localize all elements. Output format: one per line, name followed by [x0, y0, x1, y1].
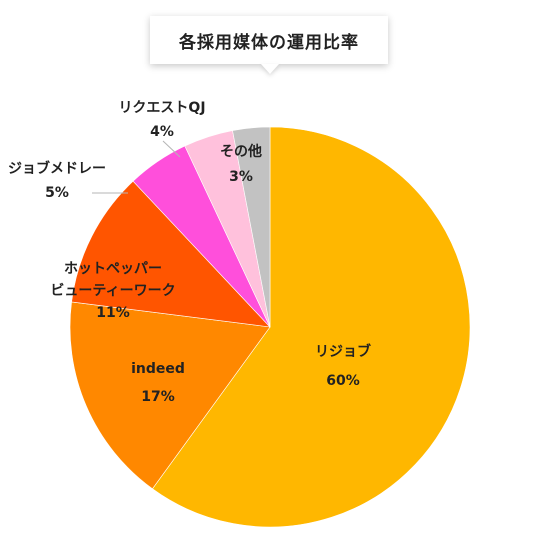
pie-slice-2	[71, 180, 271, 328]
pie-slice-1	[69, 301, 271, 490]
chart-title: 各採用媒体の運用比率	[150, 16, 388, 64]
slice-name-label: indeed	[131, 361, 185, 377]
leader-line	[162, 140, 181, 158]
title-pointer	[261, 64, 279, 74]
leader-lines	[92, 140, 181, 194]
slice-name-label: その他	[220, 143, 262, 160]
slice-name-label: ジョブメドレー	[8, 160, 106, 177]
slice-name-label: リクエストQJ	[118, 100, 205, 116]
pie-slice-5	[232, 126, 271, 328]
pie-slice-0	[152, 126, 471, 528]
slice-value-label: 11%	[96, 305, 130, 321]
slice-name-label: ビューティーワーク	[50, 283, 175, 299]
slice-value-label: 3%	[229, 169, 253, 185]
slice-value-label: 60%	[326, 373, 360, 389]
slice-value-label: 4%	[150, 124, 174, 140]
slice-value-label: 17%	[141, 389, 175, 405]
pie-slices	[69, 126, 471, 528]
slice-name-label: リジョブ	[315, 343, 371, 360]
slice-name-label: ホットペッパー	[64, 261, 162, 277]
slice-value-label: 5%	[45, 185, 69, 201]
